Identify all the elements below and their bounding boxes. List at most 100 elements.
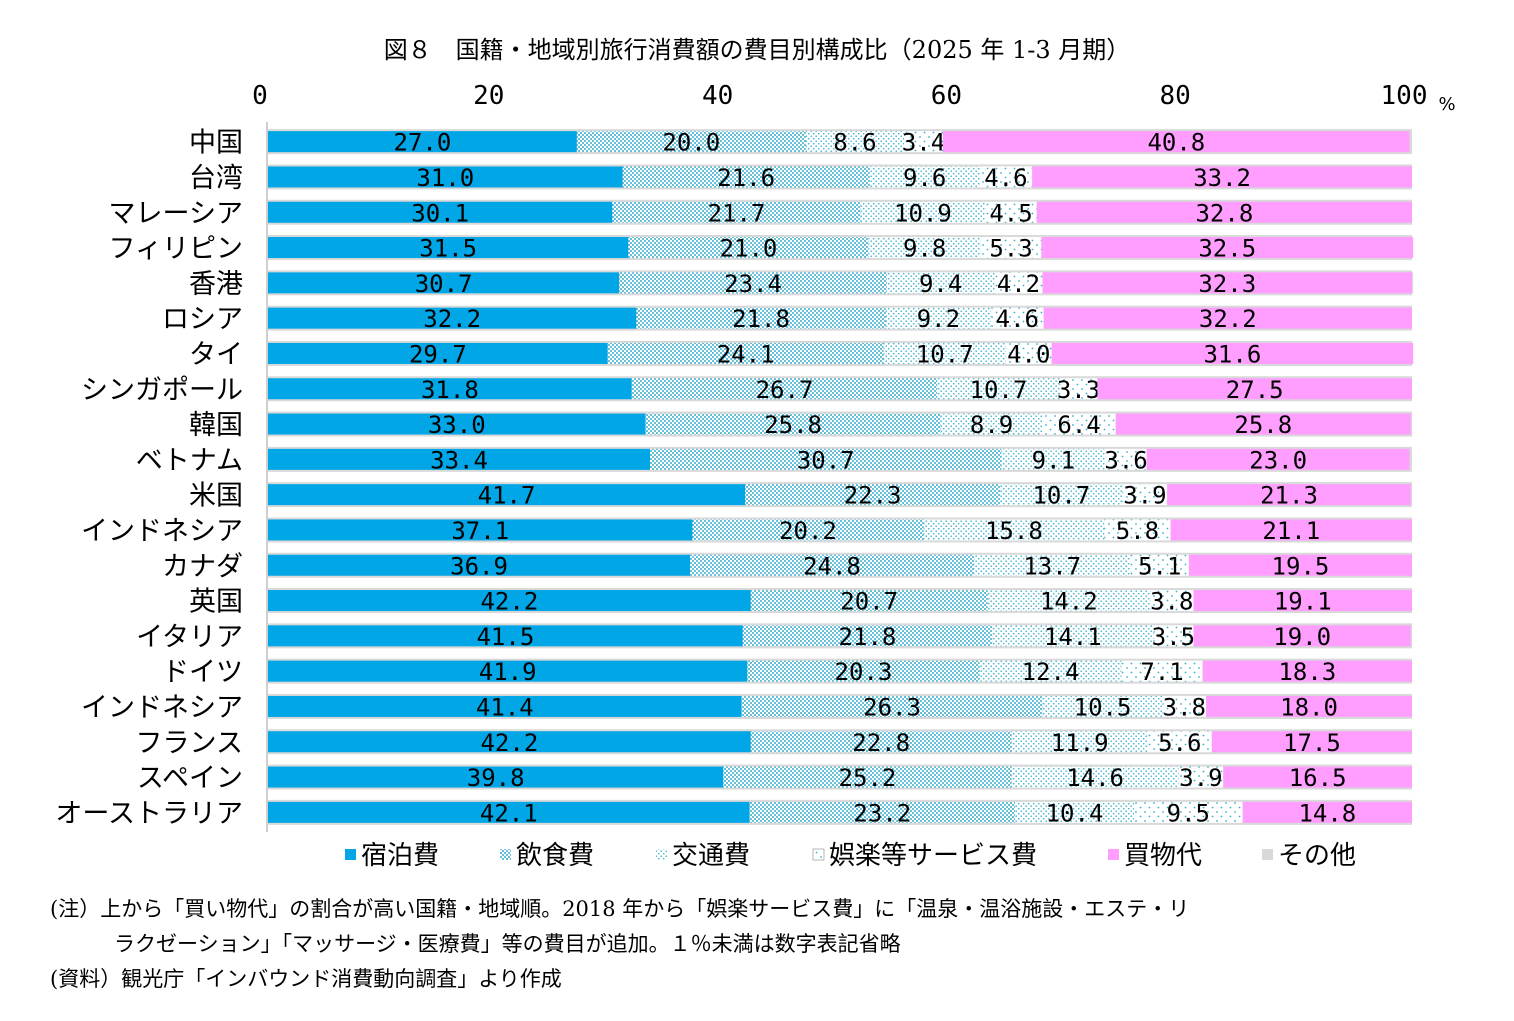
category-label: 韓国 xyxy=(189,410,243,441)
bar-segment xyxy=(1150,590,1194,612)
bar-segment xyxy=(576,131,806,153)
legend-label: その他 xyxy=(1278,841,1356,871)
legend-label: 買物代 xyxy=(1124,841,1202,871)
data-label: 25.2 xyxy=(839,764,897,792)
bar-segment xyxy=(994,272,1043,294)
data-label: 32.2 xyxy=(1199,305,1257,333)
data-label: 10.7 xyxy=(1032,482,1090,510)
bar-segment xyxy=(268,342,608,364)
data-label: 23.4 xyxy=(724,270,782,298)
category-label: ドイツ xyxy=(162,657,243,688)
data-label: 36.9 xyxy=(450,552,508,580)
bar-segment xyxy=(268,801,750,823)
footnote-note-continued: ラクゼーション」「マッサージ・医療費」等の費目が追加。１％未満は数字表記省略 xyxy=(114,932,901,956)
bar-segment xyxy=(1153,625,1194,647)
data-label: 23.2 xyxy=(853,799,911,827)
bar-segment xyxy=(1130,554,1189,576)
data-label: 14.2 xyxy=(1040,588,1098,616)
data-label: 19.5 xyxy=(1272,552,1330,580)
data-label: 20.2 xyxy=(779,517,837,545)
legend-label: 交通費 xyxy=(672,841,750,871)
data-label: 29.7 xyxy=(409,340,467,368)
category-label: インドネシア xyxy=(81,516,243,547)
data-label: 30.7 xyxy=(797,446,855,474)
data-label: 33.0 xyxy=(428,411,486,439)
bar-segment xyxy=(942,131,1410,153)
bar-segment xyxy=(268,484,746,506)
legend-swatch xyxy=(812,848,825,861)
bar-segment xyxy=(1005,342,1052,364)
data-label: 17.5 xyxy=(1283,729,1341,757)
bar-segment xyxy=(1167,484,1411,506)
data-label: 3.5 xyxy=(1152,623,1195,651)
bar-segment xyxy=(1121,660,1203,682)
data-label: 9.2 xyxy=(917,305,960,333)
data-label: 5.8 xyxy=(1116,517,1159,545)
bar-segment xyxy=(268,731,751,753)
data-label: 32.8 xyxy=(1195,199,1253,227)
data-label: 25.8 xyxy=(1234,411,1292,439)
category-label: オーストラリア xyxy=(55,798,243,829)
data-label: 21.3 xyxy=(1260,482,1318,510)
category-label: 台湾 xyxy=(189,163,243,194)
category-label: シンガポール xyxy=(81,375,243,406)
data-label: 30.1 xyxy=(411,199,469,227)
bar-segment xyxy=(612,201,861,223)
data-label: 41.7 xyxy=(478,482,536,510)
bar-segment xyxy=(973,554,1131,576)
bar-segment xyxy=(1042,413,1116,435)
data-label: 9.5 xyxy=(1167,799,1210,827)
legend-swatch xyxy=(1108,849,1119,860)
bar-segment xyxy=(1409,131,1412,153)
bar-segment xyxy=(1042,272,1412,294)
data-label: 13.7 xyxy=(1023,552,1081,580)
bar-segment xyxy=(268,554,691,576)
bar-segment xyxy=(1211,731,1412,753)
data-label: 41.9 xyxy=(479,658,537,686)
bar-segment xyxy=(268,660,748,682)
data-label: 18.3 xyxy=(1278,658,1336,686)
bar-segment xyxy=(268,413,646,435)
data-label: 25.8 xyxy=(764,411,822,439)
legend-swatch xyxy=(656,849,667,860)
data-label: 20.0 xyxy=(662,129,720,157)
bar-segment xyxy=(991,307,1044,329)
bar-segment xyxy=(1223,766,1412,788)
data-label: 3.4 xyxy=(902,129,945,157)
bar-segment xyxy=(1059,378,1098,400)
data-label: 21.6 xyxy=(717,164,775,192)
bar-segment xyxy=(860,201,986,223)
data-label: 5.6 xyxy=(1158,729,1201,757)
legend-label: 宿泊費 xyxy=(361,841,439,871)
bar-segment xyxy=(1015,801,1135,823)
bar-segment xyxy=(645,413,941,435)
bar-segment xyxy=(750,590,988,612)
data-label: 3.9 xyxy=(1179,764,1222,792)
category-label: フランス xyxy=(136,728,243,759)
category-label: 英国 xyxy=(189,587,243,618)
data-label: 42.2 xyxy=(480,729,538,757)
data-label: 20.3 xyxy=(835,658,893,686)
bar-segment xyxy=(1001,448,1106,470)
category-label: フィリピン xyxy=(109,234,243,265)
bar-segment xyxy=(992,625,1154,647)
legend-label: 飲食費 xyxy=(516,841,594,871)
category-label: タイ xyxy=(189,339,243,370)
data-label: 9.1 xyxy=(1032,446,1075,474)
data-label: 5.3 xyxy=(989,235,1032,263)
bar-segment xyxy=(268,131,577,153)
data-label: 3.3 xyxy=(1057,376,1100,404)
data-label: 7.1 xyxy=(1140,658,1183,686)
x-tick-label: 60 xyxy=(931,81,962,111)
category-label: イタリア xyxy=(136,622,243,653)
bar-segment xyxy=(607,342,884,364)
data-label: 27.5 xyxy=(1226,376,1284,404)
data-label: 21.0 xyxy=(720,235,778,263)
data-label: 16.5 xyxy=(1289,764,1347,792)
bar-segment xyxy=(1410,413,1412,435)
data-label: 21.8 xyxy=(839,623,897,651)
bar-segment xyxy=(1104,519,1171,541)
data-label: 32.3 xyxy=(1198,270,1256,298)
data-label: 10.4 xyxy=(1046,799,1104,827)
bar-segment xyxy=(886,272,995,294)
